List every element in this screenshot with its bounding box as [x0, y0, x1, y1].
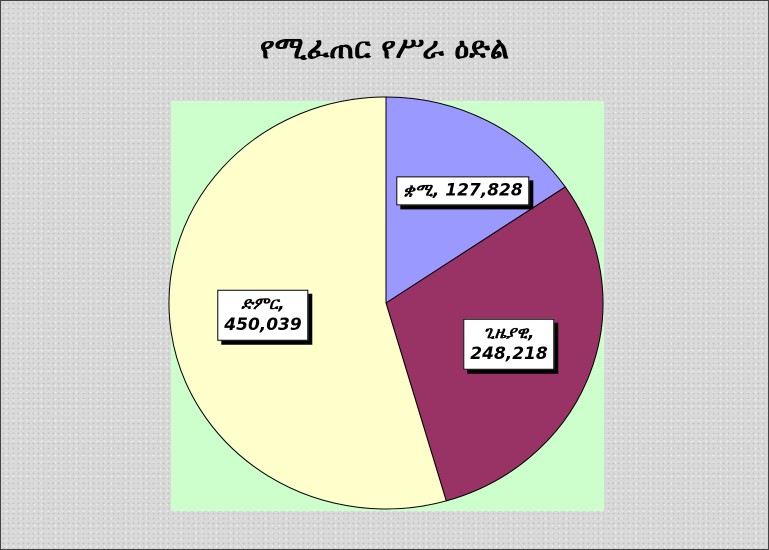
chart-title: የሚፈጠር የሥራ ዕድል — [259, 31, 509, 66]
data-label: ቋሚ, 127,828 — [396, 176, 530, 206]
data-label: ጊዜያዊ, 248,218 — [463, 318, 555, 370]
data-label: ድምር, 450,039 — [217, 289, 309, 341]
